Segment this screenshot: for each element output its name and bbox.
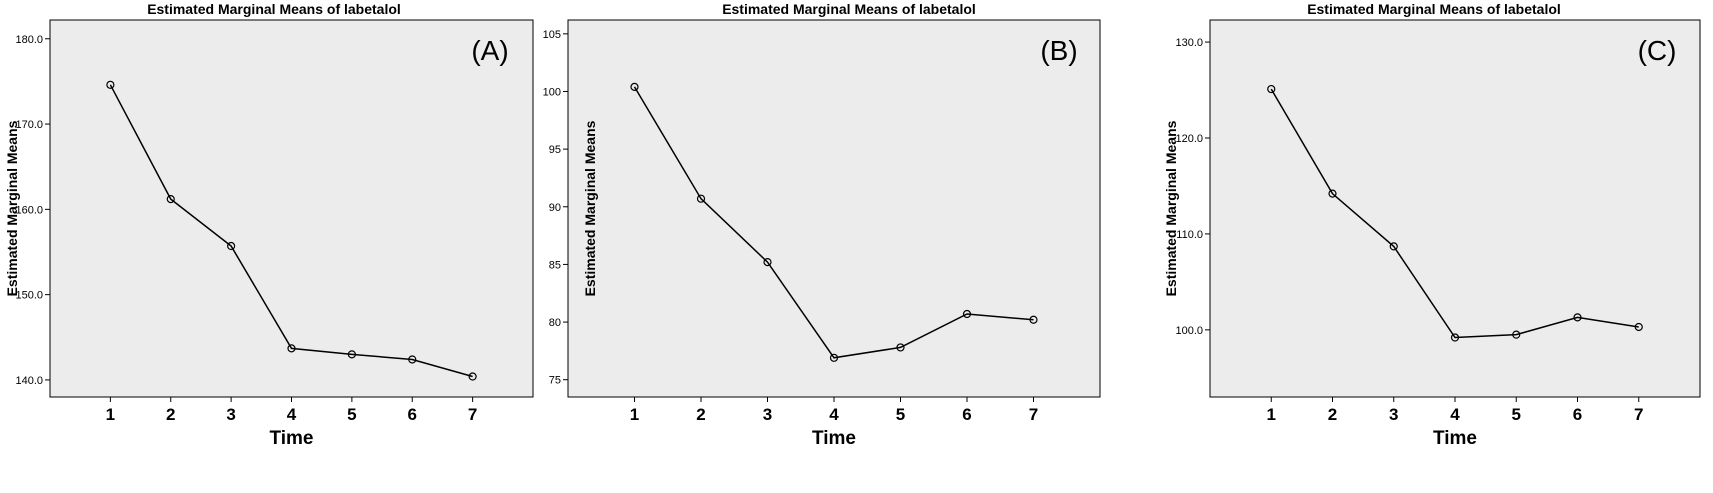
series-line (109, 84, 473, 378)
chart-panel-3: Estimated Marginal Means of labetalol (C)… (1163, 1, 1701, 449)
series-line (633, 86, 1034, 359)
chart-panel-1: Estimated Marginal Means of labetalol (A)… (4, 1, 534, 449)
x-tick-label: 3 (1389, 405, 1398, 424)
x-tick-label: 2 (166, 405, 175, 424)
series-line (1270, 88, 1639, 339)
x-tick-label: 2 (696, 405, 705, 424)
chart-title: Estimated Marginal Means of labetalol (722, 1, 976, 17)
data-point (1389, 242, 1398, 251)
y-tick-label: 170.0 (15, 119, 43, 131)
x-tick-label: 6 (962, 405, 971, 424)
y-axis-label: Estimated Marginal Means (1163, 120, 1179, 296)
y-tick-label: 160.0 (15, 204, 43, 216)
y-tick-label: 120.0 (1175, 133, 1203, 145)
data-point (408, 355, 417, 364)
y-axis-label: Estimated Marginal Means (582, 120, 598, 296)
data-point (106, 80, 115, 89)
x-axis-label: Time (269, 428, 313, 449)
y-axis-label: Estimated Marginal Means (4, 120, 20, 296)
y-tick-label: 110.0 (1176, 229, 1203, 241)
y-tick-label: 90 (549, 202, 561, 214)
chart-title: Estimated Marginal Means of labetalol (1307, 1, 1561, 17)
data-point (1573, 313, 1582, 322)
data-point (227, 241, 236, 251)
x-tick-label: 6 (1573, 405, 1582, 424)
y-tick-label: 140.0 (15, 375, 43, 387)
x-tick-label: 1 (106, 405, 115, 424)
plot-area (49, 19, 534, 398)
panel-label: (C) (1638, 35, 1677, 66)
data-point (1267, 84, 1276, 94)
x-tick-label: 4 (829, 405, 839, 424)
y-tick-label: 100 (543, 86, 561, 98)
data-point (630, 82, 639, 91)
x-tick-label: 5 (347, 405, 356, 424)
data-point (962, 309, 972, 319)
y-tick-label: 75 (549, 375, 561, 387)
data-point (468, 372, 477, 381)
x-tick-label: 1 (630, 405, 639, 424)
y-tick-label: 180.0 (15, 34, 43, 46)
panel-label: (A) (471, 35, 508, 66)
data-point (763, 258, 772, 267)
chart-title: Estimated Marginal Means of labetalol (147, 1, 401, 17)
x-tick-label: 5 (1512, 405, 1521, 424)
data-point (829, 353, 839, 362)
x-axis-label: Time (1433, 428, 1477, 449)
x-tick-label: 4 (287, 405, 297, 424)
data-point (166, 195, 175, 204)
panel-label: (B) (1040, 35, 1077, 66)
y-tick-label: 130.0 (1175, 37, 1203, 49)
chart-panel-2: Estimated Marginal Means of labetalol (B)… (543, 1, 1101, 449)
y-tick-label: 80 (549, 317, 561, 329)
x-tick-label: 3 (763, 405, 772, 424)
x-tick-label: 7 (1029, 405, 1038, 424)
y-tick-label: 100.0 (1175, 325, 1203, 337)
plot-area (567, 19, 1101, 398)
x-tick-label: 5 (896, 405, 905, 424)
y-tick-label: 95 (549, 144, 561, 156)
data-point (896, 343, 905, 352)
data-point (287, 344, 296, 353)
x-tick-label: 6 (408, 405, 417, 424)
x-tick-label: 7 (1634, 405, 1643, 424)
x-tick-label: 7 (468, 405, 477, 424)
data-point (1512, 330, 1521, 339)
data-point (1634, 322, 1643, 332)
y-tick-label: 85 (549, 259, 561, 271)
data-point (347, 350, 356, 359)
y-tick-label: 105 (543, 29, 561, 41)
x-axis-label: Time (812, 428, 856, 449)
data-point (696, 194, 706, 203)
x-tick-label: 1 (1267, 405, 1276, 424)
data-point (1029, 315, 1038, 324)
x-tick-label: 4 (1450, 405, 1460, 424)
data-point (1450, 333, 1460, 342)
y-tick-label: 150.0 (15, 290, 43, 302)
x-tick-label: 2 (1328, 405, 1337, 424)
data-point (1328, 189, 1337, 198)
x-tick-label: 3 (226, 405, 235, 424)
